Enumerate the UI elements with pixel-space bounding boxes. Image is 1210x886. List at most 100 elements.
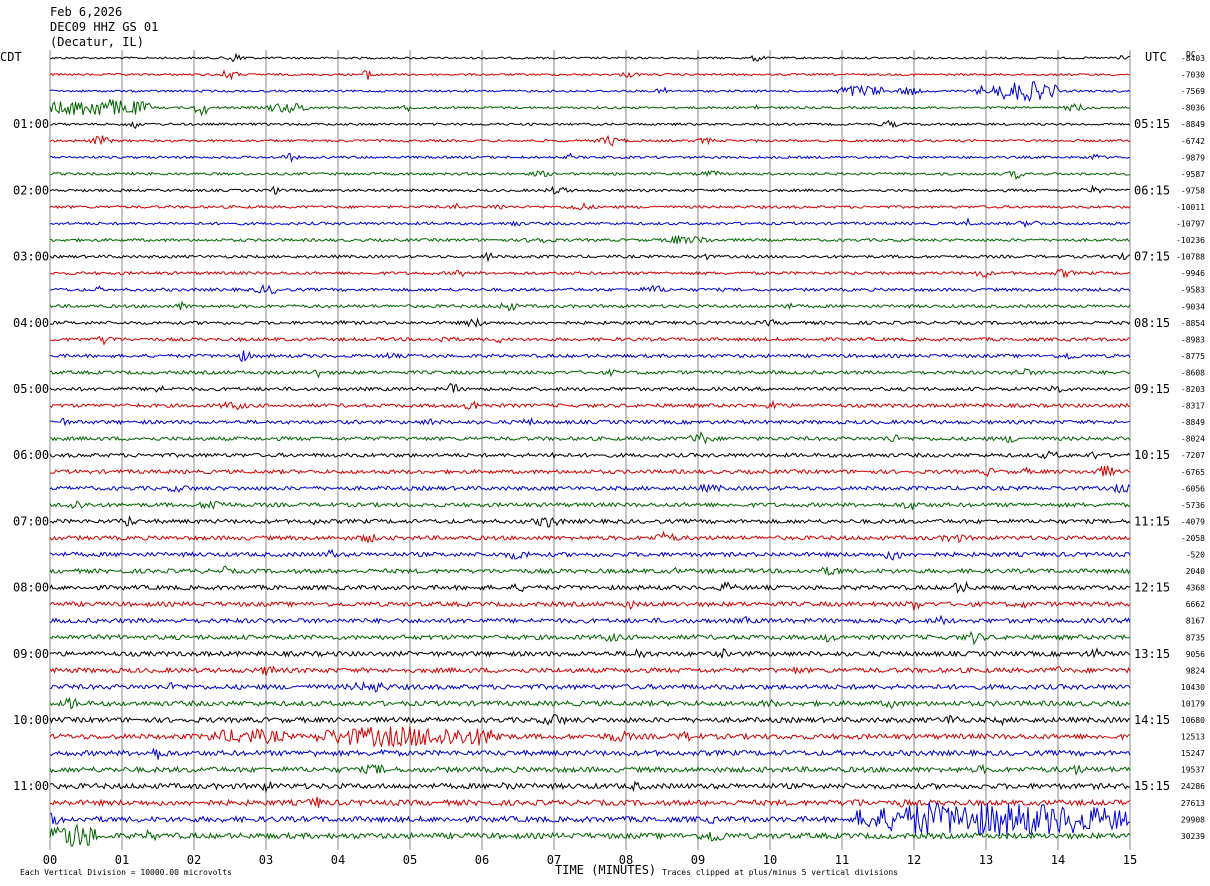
dc-offset-label: 27613: [1181, 799, 1205, 808]
dc-offset-label: -7207: [1181, 451, 1205, 460]
header-station: DEC09 HHZ GS 01: [50, 20, 158, 34]
dc-offset-label: -8203: [1181, 385, 1205, 394]
dc-offset-label: -8608: [1181, 368, 1205, 377]
dc-offset-label: -10236: [1176, 236, 1205, 245]
left-hour-label: 06:00: [13, 448, 49, 462]
trace-26: [49, 465, 1131, 478]
x-tick-label: 02: [187, 853, 201, 867]
left-hour-label: 09:00: [13, 647, 49, 661]
right-hour-label: 05:15: [1134, 117, 1170, 131]
dc-offset-label: -2058: [1181, 534, 1205, 543]
trace-20: [49, 367, 1131, 379]
left-hour-label: 02:00: [13, 183, 49, 197]
dc-offset-label: -7569: [1181, 87, 1205, 96]
trace-40: [49, 697, 1131, 710]
dc-offset-label: 30239: [1181, 832, 1205, 841]
x-tick-label: 11: [835, 853, 849, 867]
header-location: (Decatur, IL): [50, 35, 144, 49]
x-tick-label: 08: [619, 853, 633, 867]
dc-offset-label: -7030: [1181, 71, 1205, 80]
trace-38: [49, 665, 1131, 676]
x-tick-label: 10: [763, 853, 777, 867]
trace-46: [49, 796, 1131, 808]
trace-2: [49, 69, 1131, 81]
dc-offset-label: -520: [1186, 551, 1205, 560]
trace-31: [49, 548, 1131, 561]
dc-offset-label: -8849: [1181, 120, 1205, 129]
right-hour-label: 11:15: [1134, 514, 1170, 528]
dc-offset-label: -10788: [1176, 253, 1205, 262]
dc-offset-label: 4368: [1186, 584, 1205, 593]
dc-offset-label: -6056: [1181, 484, 1205, 493]
dc-offset-label: 24286: [1181, 782, 1205, 791]
trace-6: [49, 134, 1131, 147]
dc-offset-label: 10680: [1181, 716, 1205, 725]
dc-offset-label: -8403: [1181, 54, 1205, 63]
left-hour-label: 10:00: [13, 713, 49, 727]
trace-33: [49, 580, 1131, 594]
x-tick-label: 03: [259, 853, 273, 867]
header-date: Feb 6,2026: [50, 5, 122, 19]
x-tick-label: 05: [403, 853, 417, 867]
trace-5: [49, 119, 1131, 130]
trace-28: [49, 500, 1131, 510]
x-tick-label: 07: [547, 853, 561, 867]
dc-offset-label: 19537: [1181, 766, 1205, 775]
dc-offset-label: 12513: [1181, 733, 1205, 742]
dc-offset-label: -9946: [1181, 269, 1205, 278]
x-tick-label: 14: [1051, 853, 1065, 867]
trace-10: [49, 202, 1131, 211]
dc-offset-label: -8854: [1181, 319, 1205, 328]
dc-offset-label: -4079: [1181, 517, 1205, 526]
x-tick-label: 15: [1123, 853, 1137, 867]
right-timezone-label: UTC: [1145, 50, 1167, 64]
left-hour-label: 03:00: [13, 250, 49, 264]
dc-offset-label: 10430: [1181, 683, 1205, 692]
dc-offset-label: -8317: [1181, 402, 1205, 411]
dc-offset-label: -8849: [1181, 418, 1205, 427]
dc-offset-label: -9758: [1181, 186, 1205, 195]
trace-27: [49, 482, 1131, 494]
trace-29: [49, 515, 1131, 528]
trace-group: [49, 52, 1131, 847]
trace-7: [49, 152, 1131, 164]
trace-12: [49, 235, 1131, 245]
x-tick-label: 01: [115, 853, 129, 867]
right-hour-label: 14:15: [1134, 713, 1170, 727]
dc-offset-label: -9879: [1181, 153, 1205, 162]
left-hour-label: 11:00: [13, 779, 49, 793]
trace-11: [49, 216, 1131, 229]
trace-34: [49, 600, 1131, 611]
left-timezone-label: CDT: [0, 50, 22, 64]
dc-column-label: DC: [1186, 50, 1196, 59]
trace-14: [49, 268, 1131, 279]
right-hour-labels: 05:15 06:15 07:15 08:15 09:15 10:15 11:15 12:15…: [1134, 117, 1170, 793]
dc-offset-label: 9056: [1186, 650, 1205, 659]
x-tick-label: 12: [907, 853, 921, 867]
left-hour-label: 07:00: [13, 514, 49, 528]
dc-offset-label: -10011: [1176, 203, 1205, 212]
x-axis-ticks: 00 01 02 03 04 05 06 07 08 09 10 11 12 13 14 15: [43, 853, 1137, 867]
left-hour-label: 01:00: [13, 117, 49, 131]
right-hour-label: 08:15: [1134, 316, 1170, 330]
trace-39: [49, 680, 1131, 693]
left-hour-label: 08:00: [13, 581, 49, 595]
dc-offset-label: -9587: [1181, 170, 1205, 179]
dc-offset-label: 6662: [1186, 600, 1205, 609]
dc-offset-label: -5736: [1181, 501, 1205, 510]
x-tick-label: 09: [691, 853, 705, 867]
right-hour-label: 15:15: [1134, 779, 1170, 793]
trace-21: [49, 382, 1131, 393]
x-tick-label: 13: [979, 853, 993, 867]
trace-47: [49, 802, 1131, 837]
dc-offset-label: 8167: [1186, 617, 1205, 626]
trace-9: [49, 184, 1131, 195]
trace-43: [49, 747, 1131, 760]
dc-offset-label: -8983: [1181, 335, 1205, 344]
right-hour-label: 10:15: [1134, 448, 1170, 462]
trace-35: [49, 614, 1131, 626]
dc-offset-label: 10179: [1181, 699, 1205, 708]
trace-44: [49, 763, 1131, 776]
trace-42: [49, 726, 1131, 748]
